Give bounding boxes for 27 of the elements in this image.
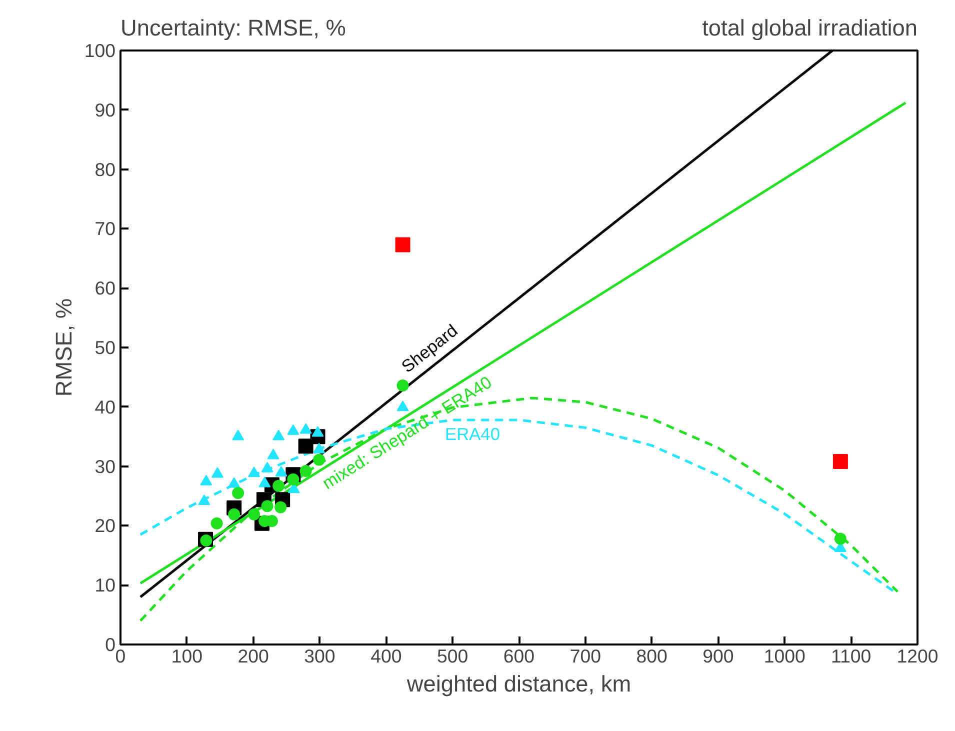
chart-subtitle: total global irradiation <box>702 14 918 40</box>
x-tick-label: 1200 <box>896 646 938 666</box>
x-tick-label: 800 <box>636 646 668 666</box>
y-tick-label: 60 <box>94 278 116 299</box>
x-tick-label: 600 <box>503 646 535 666</box>
chart-title: Uncertainty: RMSE, % <box>120 14 346 40</box>
y-tick-label: 80 <box>94 158 116 180</box>
x-tick-label: 500 <box>437 646 468 666</box>
x-tick-label: 400 <box>370 646 402 666</box>
y-tick-label: 50 <box>94 337 116 358</box>
y-tick-label: 20 <box>94 515 116 536</box>
y-tick-label: 90 <box>94 99 116 120</box>
y-axis-title: RMSE, % <box>50 298 76 397</box>
y-tick-label: 70 <box>94 218 116 240</box>
x-tick-label: 900 <box>702 646 734 666</box>
y-tick-label: 30 <box>94 456 116 477</box>
x-axis-title: weighted distance, km <box>406 670 632 696</box>
x-tick-label: 300 <box>304 646 336 666</box>
x-tick-label: 200 <box>238 646 269 666</box>
y-tick-label: 40 <box>94 396 116 418</box>
x-tick-label: 100 <box>171 646 202 666</box>
series-label: ERA40 <box>445 424 500 444</box>
x-tick-label: 1100 <box>831 646 872 666</box>
y-tick-label: 10 <box>94 574 116 596</box>
x-tick-label: 1000 <box>764 646 806 666</box>
y-tick-label: 100 <box>84 40 116 61</box>
x-tick-label: 700 <box>570 646 601 666</box>
